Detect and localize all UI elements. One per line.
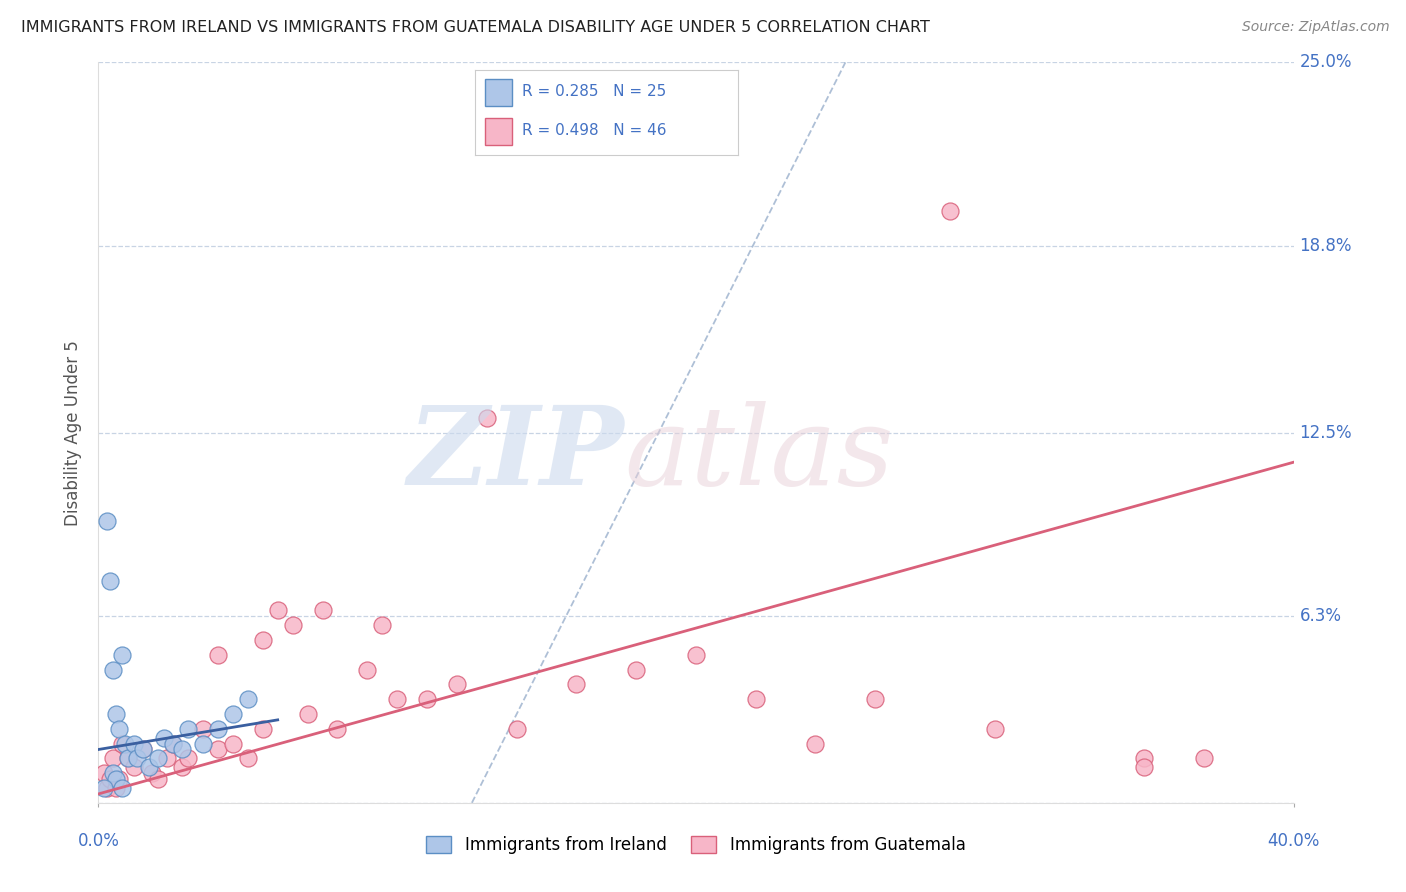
Point — [162, 737, 184, 751]
Point — [191, 737, 214, 751]
Point — [124, 760, 146, 774]
Text: IMMIGRANTS FROM IRELAND VS IMMIGRANTS FROM GUATEMALA DISABILITY AGE UNDER 5 CORR: IMMIGRANTS FROM IRELAND VS IMMIGRANTS FR… — [21, 20, 929, 35]
Point — [124, 737, 146, 751]
Point — [475, 410, 498, 425]
Point — [103, 663, 125, 677]
Text: 0.0%: 0.0% — [77, 832, 120, 850]
Point — [207, 648, 229, 662]
Point — [108, 722, 131, 736]
Text: ZIP: ZIP — [408, 401, 624, 508]
Point — [222, 706, 245, 721]
Point — [1133, 751, 1156, 765]
Point — [117, 751, 139, 765]
Point — [177, 722, 200, 736]
Point — [132, 742, 155, 756]
Point — [311, 603, 333, 617]
Point — [93, 766, 115, 780]
Point — [416, 692, 439, 706]
Text: 25.0%: 25.0% — [1299, 54, 1353, 71]
Text: Source: ZipAtlas.com: Source: ZipAtlas.com — [1241, 20, 1389, 34]
Point — [1192, 751, 1215, 765]
Point — [745, 692, 768, 706]
Point — [252, 722, 274, 736]
Point — [207, 742, 229, 756]
Text: atlas: atlas — [624, 401, 894, 508]
Point — [117, 751, 139, 765]
Point — [222, 737, 245, 751]
Point — [127, 751, 149, 765]
Point — [172, 760, 194, 774]
Point — [105, 780, 128, 795]
Point — [162, 737, 184, 751]
Point — [111, 648, 134, 662]
Point — [103, 751, 125, 765]
Point — [865, 692, 887, 706]
Point — [446, 677, 468, 691]
Point — [626, 663, 648, 677]
Point — [506, 722, 529, 736]
Point — [132, 742, 155, 756]
Point — [105, 706, 128, 721]
Point — [96, 780, 118, 795]
Legend: Immigrants from Ireland, Immigrants from Guatemala: Immigrants from Ireland, Immigrants from… — [419, 830, 973, 861]
Point — [148, 751, 170, 765]
Point — [267, 603, 290, 617]
Point — [172, 742, 194, 756]
Point — [252, 632, 274, 647]
Point — [103, 766, 125, 780]
Point — [98, 574, 122, 588]
Point — [114, 737, 136, 751]
Point — [804, 737, 827, 751]
Point — [385, 692, 409, 706]
Point — [565, 677, 588, 691]
Point — [1133, 760, 1156, 774]
Point — [939, 203, 962, 218]
Point — [326, 722, 349, 736]
Point — [236, 751, 259, 765]
Point — [984, 722, 1007, 736]
Point — [191, 722, 214, 736]
Point — [371, 618, 394, 632]
Point — [356, 663, 378, 677]
Point — [111, 737, 134, 751]
Point — [98, 772, 122, 786]
Point — [105, 772, 128, 786]
Y-axis label: Disability Age Under 5: Disability Age Under 5 — [65, 340, 83, 525]
Text: 12.5%: 12.5% — [1299, 424, 1353, 442]
Point — [108, 772, 131, 786]
Point — [236, 692, 259, 706]
Point — [93, 780, 115, 795]
Point — [156, 751, 179, 765]
Text: 6.3%: 6.3% — [1299, 607, 1341, 625]
Point — [281, 618, 304, 632]
Point — [148, 772, 170, 786]
Text: 40.0%: 40.0% — [1267, 832, 1320, 850]
Text: 18.8%: 18.8% — [1299, 237, 1353, 255]
Point — [96, 515, 118, 529]
Point — [138, 760, 160, 774]
Point — [177, 751, 200, 765]
Point — [141, 766, 163, 780]
Point — [153, 731, 176, 745]
Point — [111, 780, 134, 795]
Point — [685, 648, 707, 662]
Point — [297, 706, 319, 721]
Point — [207, 722, 229, 736]
